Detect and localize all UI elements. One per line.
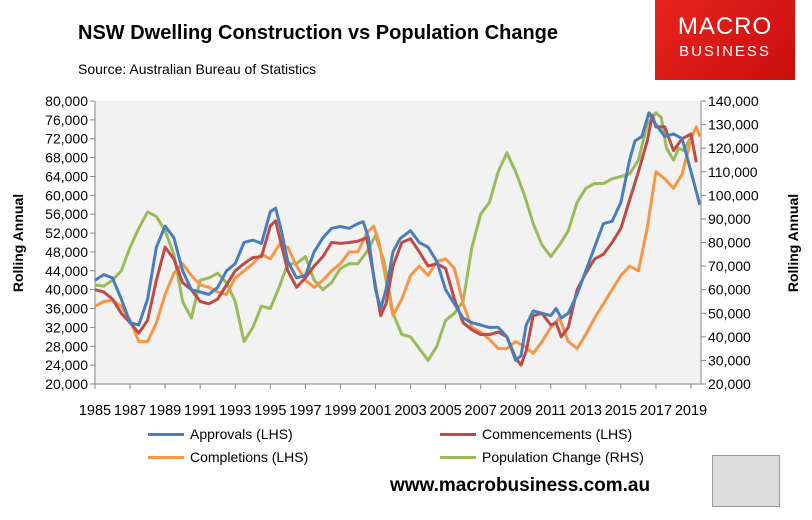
right-tick-label: 60,000 bbox=[708, 282, 751, 298]
x-tick-label: 1991 bbox=[184, 403, 216, 419]
left-tick-label: 48,000 bbox=[45, 244, 88, 260]
left-tick-label: 32,000 bbox=[45, 319, 88, 335]
left-tick-label: 56,000 bbox=[45, 206, 88, 222]
x-tick-label: 1987 bbox=[114, 403, 146, 419]
right-tick-label: 90,000 bbox=[708, 211, 751, 227]
legend-label: Approvals (LHS) bbox=[190, 426, 293, 442]
left-tick-label: 64,000 bbox=[45, 168, 88, 184]
legend-swatch bbox=[148, 455, 184, 459]
x-tick-label: 1995 bbox=[254, 403, 286, 419]
series-line-approvals-lhs bbox=[94, 111, 702, 362]
series-line-population-change-rhs bbox=[94, 111, 693, 362]
left-tick-label: 40,000 bbox=[45, 282, 88, 298]
left-tick-label: 72,000 bbox=[45, 131, 88, 147]
left-tick-label: 52,000 bbox=[45, 225, 88, 241]
x-tick-label: 1997 bbox=[289, 403, 321, 419]
right-tick-label: 130,000 bbox=[708, 117, 759, 133]
x-tick-label: 1985 bbox=[79, 403, 111, 419]
right-tick-label: 70,000 bbox=[708, 258, 751, 274]
right-tick-label: 110,000 bbox=[708, 164, 758, 180]
wolf-logo-image bbox=[712, 455, 780, 507]
logo-line1: MACRO bbox=[677, 13, 773, 40]
legend-label: Commencements (LHS) bbox=[482, 426, 633, 442]
legend-label: Population Change (RHS) bbox=[482, 449, 644, 465]
right-tick-label: 20,000 bbox=[708, 376, 751, 392]
macrobusiness-logo: MACRO BUSINESS bbox=[655, 0, 795, 80]
left-tick-label: 68,000 bbox=[45, 150, 88, 166]
series-line-commencements-lhs bbox=[94, 113, 698, 367]
left-tick-label: 24,000 bbox=[45, 357, 88, 373]
right-tick-label: 100,000 bbox=[708, 187, 759, 203]
x-tick-label: 2005 bbox=[429, 403, 461, 419]
legend-swatch bbox=[148, 432, 184, 436]
x-tick-label: 1989 bbox=[149, 403, 181, 419]
website-url: www.macrobusiness.com.au bbox=[390, 475, 651, 496]
x-tick-label: 2017 bbox=[640, 403, 672, 419]
x-tick-label: 2011 bbox=[535, 403, 566, 419]
x-tick-label: 1999 bbox=[324, 403, 356, 419]
left-tick-label: 76,000 bbox=[45, 112, 88, 128]
x-tick-label: 2003 bbox=[394, 403, 426, 419]
left-tick-label: 80,000 bbox=[45, 93, 88, 109]
legend-swatch bbox=[440, 432, 476, 436]
logo-line2: BUSINESS bbox=[679, 43, 771, 60]
legend-item: Commencements (LHS) bbox=[440, 426, 632, 442]
x-tick-label: 1993 bbox=[219, 403, 251, 419]
left-tick-label: 20,000 bbox=[45, 376, 88, 392]
legend-item: Population Change (RHS) bbox=[440, 449, 644, 465]
x-tick-label: 2007 bbox=[465, 403, 497, 419]
right-tick-label: 40,000 bbox=[708, 329, 751, 345]
right-tick-label: 80,000 bbox=[708, 235, 751, 251]
legend-item: Approvals (LHS) bbox=[148, 426, 293, 442]
series-line-completions-lhs bbox=[94, 125, 702, 355]
legend-swatch bbox=[440, 455, 476, 459]
x-tick-label: 2015 bbox=[605, 403, 637, 419]
x-tick-label: 2013 bbox=[570, 403, 602, 419]
legend-label: Completions (LHS) bbox=[190, 449, 309, 465]
legend-item: Completions (LHS) bbox=[148, 449, 308, 465]
right-tick-label: 30,000 bbox=[708, 352, 751, 368]
left-tick-label: 60,000 bbox=[45, 187, 88, 203]
left-tick-label: 28,000 bbox=[45, 338, 88, 354]
right-tick-label: 140,000 bbox=[708, 93, 759, 109]
y-axis-title-right: Rolling Annual bbox=[785, 194, 801, 292]
x-tick-label: 2001 bbox=[359, 403, 391, 419]
y-axis-title-left: Rolling Annual bbox=[10, 194, 26, 292]
right-tick-label: 50,000 bbox=[708, 305, 751, 321]
left-tick-label: 44,000 bbox=[45, 263, 88, 279]
chart-title: NSW Dwelling Construction vs Population … bbox=[78, 22, 559, 44]
chart-subtitle: Source: Australian Bureau of Statistics bbox=[78, 61, 317, 77]
left-tick-label: 36,000 bbox=[45, 301, 88, 317]
right-tick-label: 120,000 bbox=[708, 140, 759, 156]
x-tick-label: 2019 bbox=[675, 403, 707, 419]
x-tick-label: 2009 bbox=[500, 403, 532, 419]
